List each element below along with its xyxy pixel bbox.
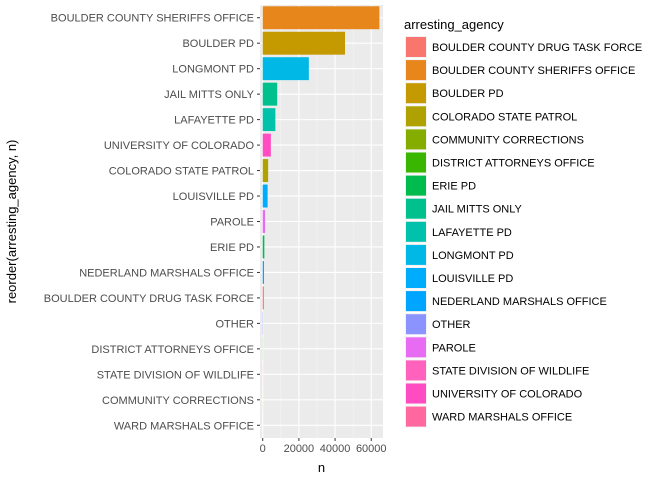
legend-swatch [406, 106, 426, 127]
legend-label: LAFAYETTE PD [432, 227, 512, 239]
legend-swatch [406, 60, 426, 81]
y-tick-label: BOULDER COUNTY SHERIFFS OFFICE [51, 13, 254, 25]
legend-swatch [406, 129, 426, 150]
legend-label: LOUISVILLE PD [432, 273, 513, 285]
legend-label: BOULDER COUNTY SHERIFFS OFFICE [432, 65, 635, 77]
y-axis-title: reorder(arresting_agency, n) [4, 140, 19, 304]
legend-label: STATE DIVISION OF WILDLIFE [432, 365, 589, 377]
y-tick-label: DISTRICT ATTORNEYS OFFICE [91, 344, 254, 356]
legend-label: JAIL MITTS ONLY [432, 204, 523, 216]
legend-label: UNIVERSITY OF COLORADO [432, 389, 583, 401]
bar [262, 57, 309, 81]
y-tick-label: COLORADO STATE PATROL [109, 166, 254, 178]
bar [262, 235, 265, 259]
y-tick-label: COMMUNITY CORRECTIONS [102, 395, 254, 407]
legend-label: ERIE PD [432, 181, 476, 193]
y-tick-label: ERIE PD [210, 242, 254, 254]
legend-label: OTHER [432, 319, 471, 331]
bar [262, 260, 264, 284]
legend-swatch [406, 198, 426, 219]
legend-swatch [406, 37, 426, 57]
bar [262, 31, 346, 55]
y-tick-label: LOUISVILLE PD [173, 191, 254, 203]
legend: BOULDER COUNTY DRUG TASK FORCE BOULDER CO… [405, 36, 642, 428]
y-tick-label: BOULDER COUNTY DRUG TASK FORCE [44, 293, 254, 305]
legend-label: COLORADO STATE PATROL [432, 111, 577, 123]
bar [262, 82, 278, 106]
bar [262, 159, 269, 183]
y-tick-label: LAFAYETTE PD [174, 115, 254, 127]
legend-swatch [406, 406, 426, 427]
legend-label: BOULDER COUNTY DRUG TASK FORCE [432, 42, 642, 54]
y-tick-label: UNIVERSITY OF COLORADO [104, 140, 255, 152]
legend-label: PAROLE [432, 342, 476, 354]
legend-swatch [406, 268, 426, 288]
y-tick-label: PAROLE [210, 217, 254, 229]
legend-label: DISTRICT ATTORNEYS OFFICE [432, 158, 595, 170]
legend-swatch [406, 221, 426, 242]
bars [262, 6, 380, 437]
legend-swatch [406, 337, 426, 358]
x-tick-label: 0 [260, 443, 266, 455]
y-tick-label: BOULDER PD [182, 38, 254, 50]
bar [262, 6, 380, 30]
y-tick-label: STATE DIVISION OF WILDLIFE [97, 369, 254, 381]
y-tick-label: LONGMONT PD [172, 64, 254, 76]
legend-swatch [406, 83, 426, 104]
legend-swatch [406, 291, 426, 312]
x-tick-label: 20000 [284, 443, 315, 455]
legend-label: WARD MARSHALS OFFICE [432, 412, 572, 424]
bar [262, 184, 268, 208]
bar [262, 286, 264, 310]
bar [262, 108, 276, 132]
x-axis-title: n [318, 460, 325, 475]
legend-label: BOULDER PD [432, 88, 504, 100]
legend-swatch [406, 314, 426, 335]
y-tick-label: WARD MARSHALS OFFICE [114, 420, 254, 432]
legend-swatch [406, 383, 426, 404]
bar [262, 210, 266, 233]
y-tick-label: NEDERLAND MARSHALS OFFICE [79, 267, 254, 279]
x-ticks: 0 20000 40000 60000 [260, 438, 387, 455]
y-tick-label: OTHER [216, 318, 255, 330]
legend-label: COMMUNITY CORRECTIONS [432, 134, 584, 146]
legend-swatch [406, 175, 426, 196]
x-tick-label: 60000 [356, 443, 387, 455]
legend-title: arresting_agency [404, 17, 504, 32]
legend-swatch [406, 244, 426, 265]
y-tick-labels: BOULDER COUNTY SHERIFFS OFFICE BOULDER PD… [44, 13, 260, 432]
bar [262, 133, 271, 157]
y-tick-label: JAIL MITTS ONLY [164, 89, 255, 101]
legend-label: LONGMONT PD [432, 250, 514, 262]
legend-swatch [406, 360, 426, 381]
legend-swatch [406, 152, 426, 173]
x-tick-label: 40000 [320, 443, 351, 455]
legend-label: NEDERLAND MARSHALS OFFICE [432, 296, 607, 308]
